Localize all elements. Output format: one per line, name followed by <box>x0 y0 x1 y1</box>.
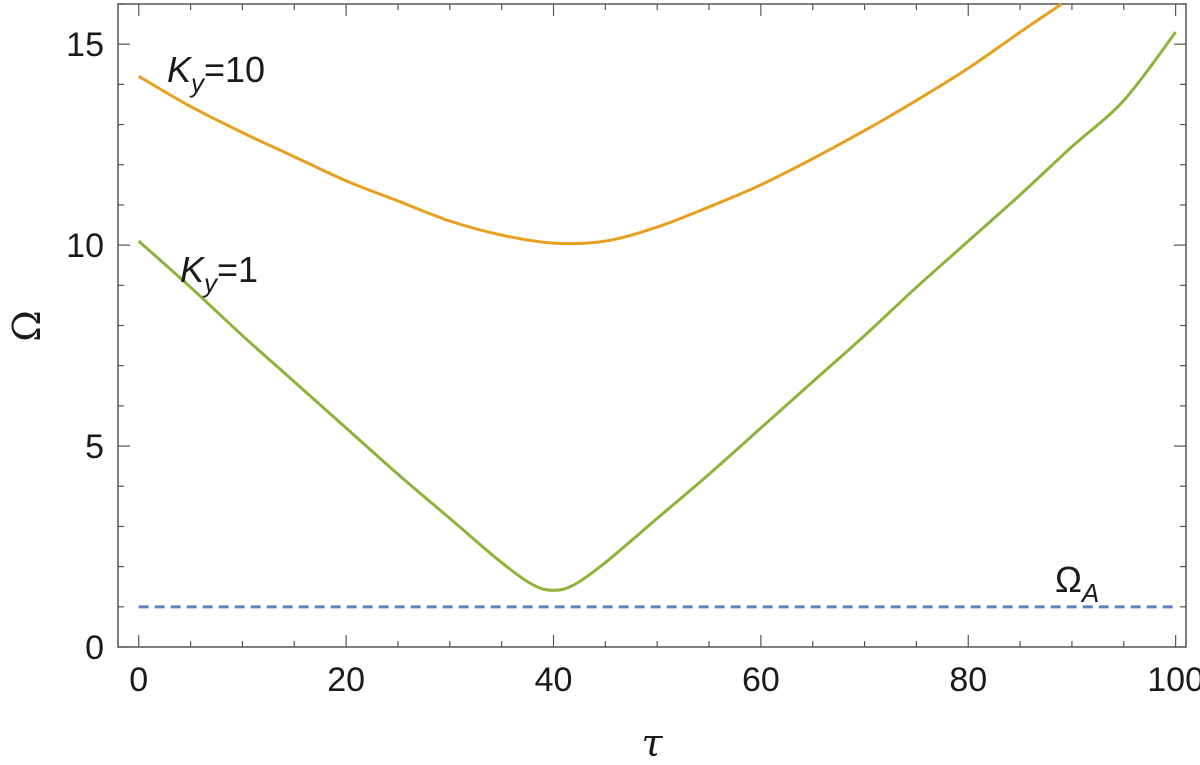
y-tick-label: 5 <box>85 428 104 466</box>
y-axis-label: Ω <box>5 310 49 342</box>
annotation-ky10: Ky=10 <box>167 49 265 98</box>
x-tick-label: 80 <box>949 661 987 699</box>
annotation-omega-a: ΩA <box>1055 559 1099 608</box>
y-tick-label: 0 <box>85 629 104 667</box>
annotation-ky1: Ky=1 <box>180 249 258 298</box>
x-tick-label: 0 <box>129 661 148 699</box>
series-line-ky10 <box>137 2 1063 246</box>
series-group <box>137 2 1177 609</box>
plot-frame <box>117 3 1187 648</box>
x-tick-label: 60 <box>742 661 780 699</box>
axis-ticks <box>118 3 1186 648</box>
x-axis-label: τ <box>641 721 663 765</box>
series-line-ky1 <box>137 31 1177 592</box>
y-tick-label: 10 <box>66 227 104 265</box>
y-tick-label: 15 <box>66 26 104 64</box>
series-annotations: Ky=10 Ky=1 ΩA <box>167 49 1099 608</box>
axis-tick-labels: 0 20 40 60 80 100 0 5 10 15 <box>66 26 1200 699</box>
x-tick-label: 100 <box>1147 661 1200 699</box>
x-tick-label: 20 <box>327 661 365 699</box>
x-tick-label: 40 <box>535 661 573 699</box>
